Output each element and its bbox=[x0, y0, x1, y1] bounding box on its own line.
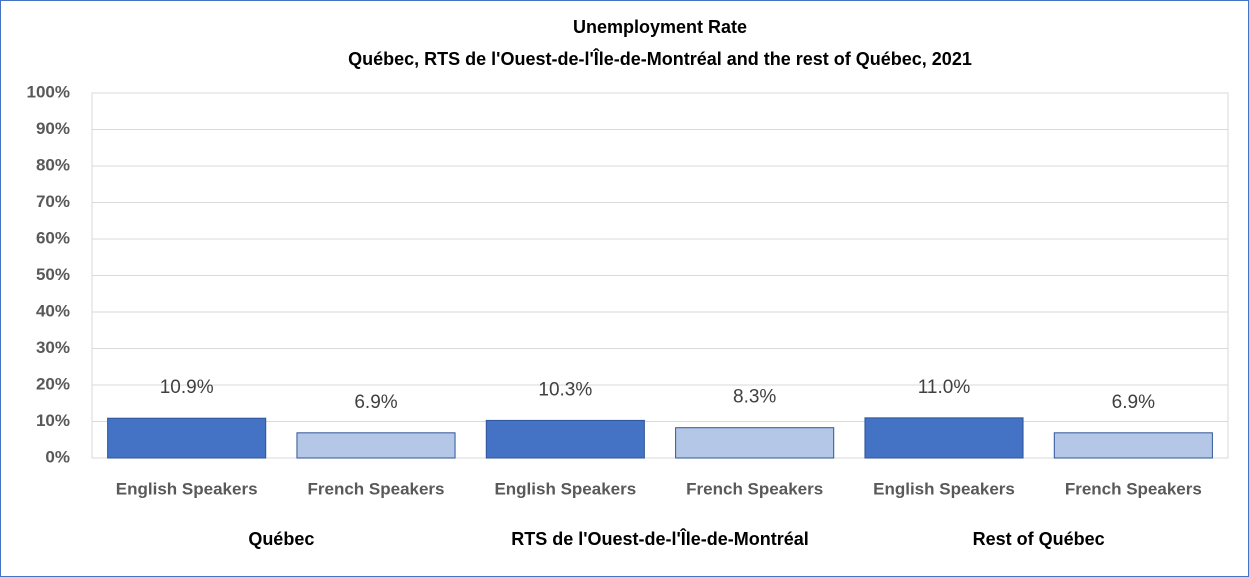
x-tick-label: English Speakers bbox=[494, 479, 636, 498]
y-tick-label: 0% bbox=[45, 447, 70, 466]
data-label: 10.9% bbox=[160, 377, 214, 398]
bar bbox=[296, 432, 456, 459]
y-tick-label: 60% bbox=[36, 228, 70, 247]
group-label: Québec bbox=[248, 528, 315, 549]
y-tick-label: 100% bbox=[27, 82, 70, 101]
bar bbox=[107, 417, 267, 459]
bar bbox=[675, 427, 835, 459]
data-label: 6.9% bbox=[1112, 392, 1155, 413]
data-label: 11.0% bbox=[918, 377, 971, 398]
y-tick-label: 40% bbox=[36, 301, 70, 320]
chart-title: Unemployment Rate bbox=[573, 17, 747, 37]
data-label: 8.3% bbox=[733, 387, 776, 408]
data-label: 10.3% bbox=[538, 379, 592, 400]
group-label: Rest of Québec bbox=[972, 528, 1105, 549]
x-tick-label: French Speakers bbox=[686, 479, 823, 498]
y-tick-label: 80% bbox=[36, 155, 70, 174]
bar bbox=[1053, 432, 1213, 459]
x-tick-label: French Speakers bbox=[307, 479, 444, 498]
chart-subtitle: Québec, RTS de l'Ouest-de-l'Île-de-Montr… bbox=[348, 48, 972, 69]
bar bbox=[864, 417, 1024, 459]
y-tick-label: 10% bbox=[36, 411, 70, 430]
group-label-box: Québec bbox=[248, 528, 315, 549]
y-tick-label: 50% bbox=[36, 265, 70, 284]
y-tick-label: 70% bbox=[36, 192, 70, 211]
group-label-box: Rest of Québec bbox=[972, 528, 1105, 549]
group-label: RTS de l'Ouest-de-l'Île-de-Montréal bbox=[511, 528, 809, 549]
x-tick-label: English Speakers bbox=[116, 479, 258, 498]
group-label-box: RTS de l'Ouest-de-l'Île-de-Montréal bbox=[511, 528, 809, 549]
y-tick-label: 90% bbox=[36, 119, 70, 138]
data-label: 6.9% bbox=[354, 392, 397, 413]
y-tick-label: 30% bbox=[36, 338, 70, 357]
y-tick-label: 20% bbox=[36, 374, 70, 393]
x-tick-label: French Speakers bbox=[1065, 479, 1202, 498]
bar bbox=[485, 419, 645, 459]
x-tick-label: English Speakers bbox=[873, 479, 1015, 498]
